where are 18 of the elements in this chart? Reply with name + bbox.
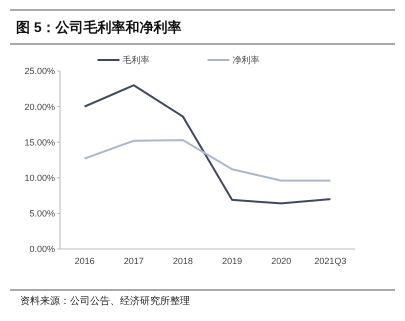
x-tick-label: 2021Q3	[314, 256, 346, 266]
x-tick-label: 2020	[271, 256, 292, 266]
y-tick-label: 5.00%	[29, 208, 55, 219]
chart-title: 图 5：公司毛利率和净利率	[16, 19, 182, 35]
x-tick-label: 2019	[222, 256, 242, 266]
y-tick-label: 10.00%	[24, 172, 55, 183]
y-tick-label: 20.00%	[24, 102, 55, 112]
x-tick-label: 2018	[172, 256, 193, 266]
legend-label: 净利率	[232, 55, 260, 66]
line-series	[84, 84, 332, 204]
text: 资料来源：公司公告、经济研究所整理	[20, 295, 190, 307]
x-tick-label: 2017	[124, 256, 144, 266]
y-tick-label: 15.00%	[24, 137, 55, 148]
x-tick-label: 2016	[74, 256, 95, 266]
line-series	[84, 139, 332, 182]
y-tick-label: 25.00%	[24, 66, 55, 76]
legend-label: 毛利率	[122, 55, 150, 66]
y-tick-label: 0.00%	[29, 244, 55, 254]
